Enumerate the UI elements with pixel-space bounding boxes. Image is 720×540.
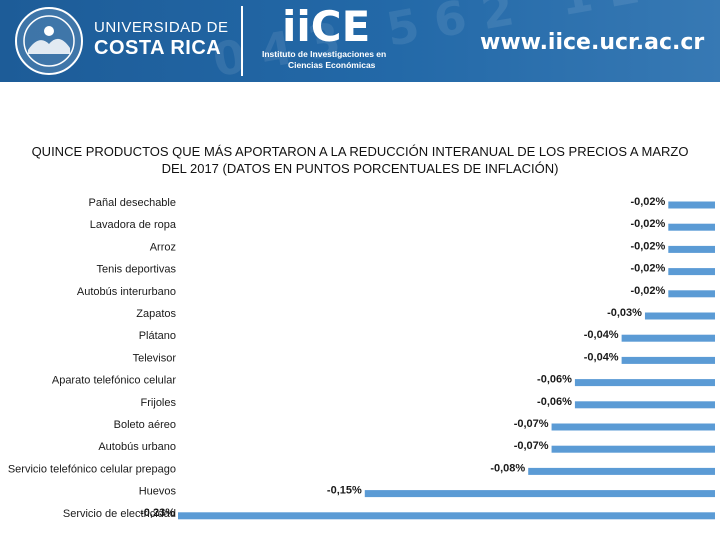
bar [668, 223, 715, 231]
category-label: Servicio telefónico celular prepago [8, 463, 176, 475]
iice-logo: iiCE [282, 2, 371, 51]
chart-canvas: Pañal desechable -0,02% Lavadora de ropa -0… [8, 196, 715, 520]
header-divider [241, 6, 243, 76]
bar [364, 490, 715, 498]
category-label: Plátano [139, 330, 176, 342]
category-label: Lavadora de ropa [90, 219, 177, 231]
chart-title: QUINCE PRODUCTOS QUE MÁS APORTARON A LA … [31, 144, 689, 176]
category-label: Boleto aéreo [114, 419, 176, 431]
value-label: -0,07% [514, 440, 549, 452]
bar [178, 512, 715, 520]
category-label: Aparato telefónico celular [52, 375, 176, 387]
value-label: -0,02% [630, 263, 665, 275]
university-name: UNIVERSIDAD DE COSTA RICA [94, 20, 229, 58]
category-label: Zapatos [136, 308, 176, 320]
category-label: Autobús urbano [98, 441, 176, 453]
category-label: Arroz [150, 241, 176, 253]
bar [668, 268, 715, 276]
category-label: Tenis deportivas [97, 264, 177, 276]
bar [668, 245, 715, 253]
bar [644, 312, 715, 320]
value-label: -0,02% [630, 218, 665, 230]
value-label: -0,06% [537, 374, 572, 386]
value-label: -0,02% [630, 285, 665, 297]
value-label: -0,15% [327, 485, 362, 497]
bar [574, 401, 715, 409]
bar [621, 334, 715, 342]
bar [621, 356, 715, 364]
university-line2: COSTA RICA [94, 37, 222, 59]
value-label: -0,08% [490, 462, 525, 474]
category-label: Televisor [133, 352, 177, 364]
institute-line1: Instituto de Investigaciones en [262, 49, 387, 59]
category-label: Huevos [139, 486, 177, 498]
value-label: -0,04% [584, 351, 619, 363]
value-label: -0,23% [140, 507, 175, 519]
institute-name: Instituto de Investigaciones en Ciencias… [262, 49, 462, 70]
bar [551, 445, 715, 453]
bar [668, 201, 715, 209]
university-line1: UNIVERSIDAD DE [94, 19, 229, 36]
value-label: -0,03% [607, 307, 642, 319]
category-label: Autobús interurbano [77, 286, 176, 298]
value-label: -0,06% [537, 396, 572, 408]
website-link[interactable]: www.iice.ucr.ac.cr [480, 30, 705, 55]
institute-line2: Ciencias Económicas [288, 59, 376, 70]
bar [551, 423, 715, 431]
category-label: Servicio de electricidad [63, 508, 176, 520]
bar [668, 290, 715, 298]
header-banner: 0 4 3 5 6 2 1 2 9 UNIVERSIDAD DE COSTA R… [0, 0, 720, 82]
category-label: Pañal desechable [89, 197, 176, 209]
bar [528, 467, 715, 475]
bar [574, 379, 715, 387]
university-seal-icon [15, 7, 83, 75]
category-label: Frijoles [141, 397, 177, 409]
bar-chart: Pañal desechable -0,02% Lavadora de ropa -0… [0, 180, 720, 530]
value-label: -0,04% [584, 329, 619, 341]
value-label: -0,02% [630, 196, 665, 208]
value-label: -0,07% [514, 418, 549, 430]
value-label: -0,02% [630, 240, 665, 252]
